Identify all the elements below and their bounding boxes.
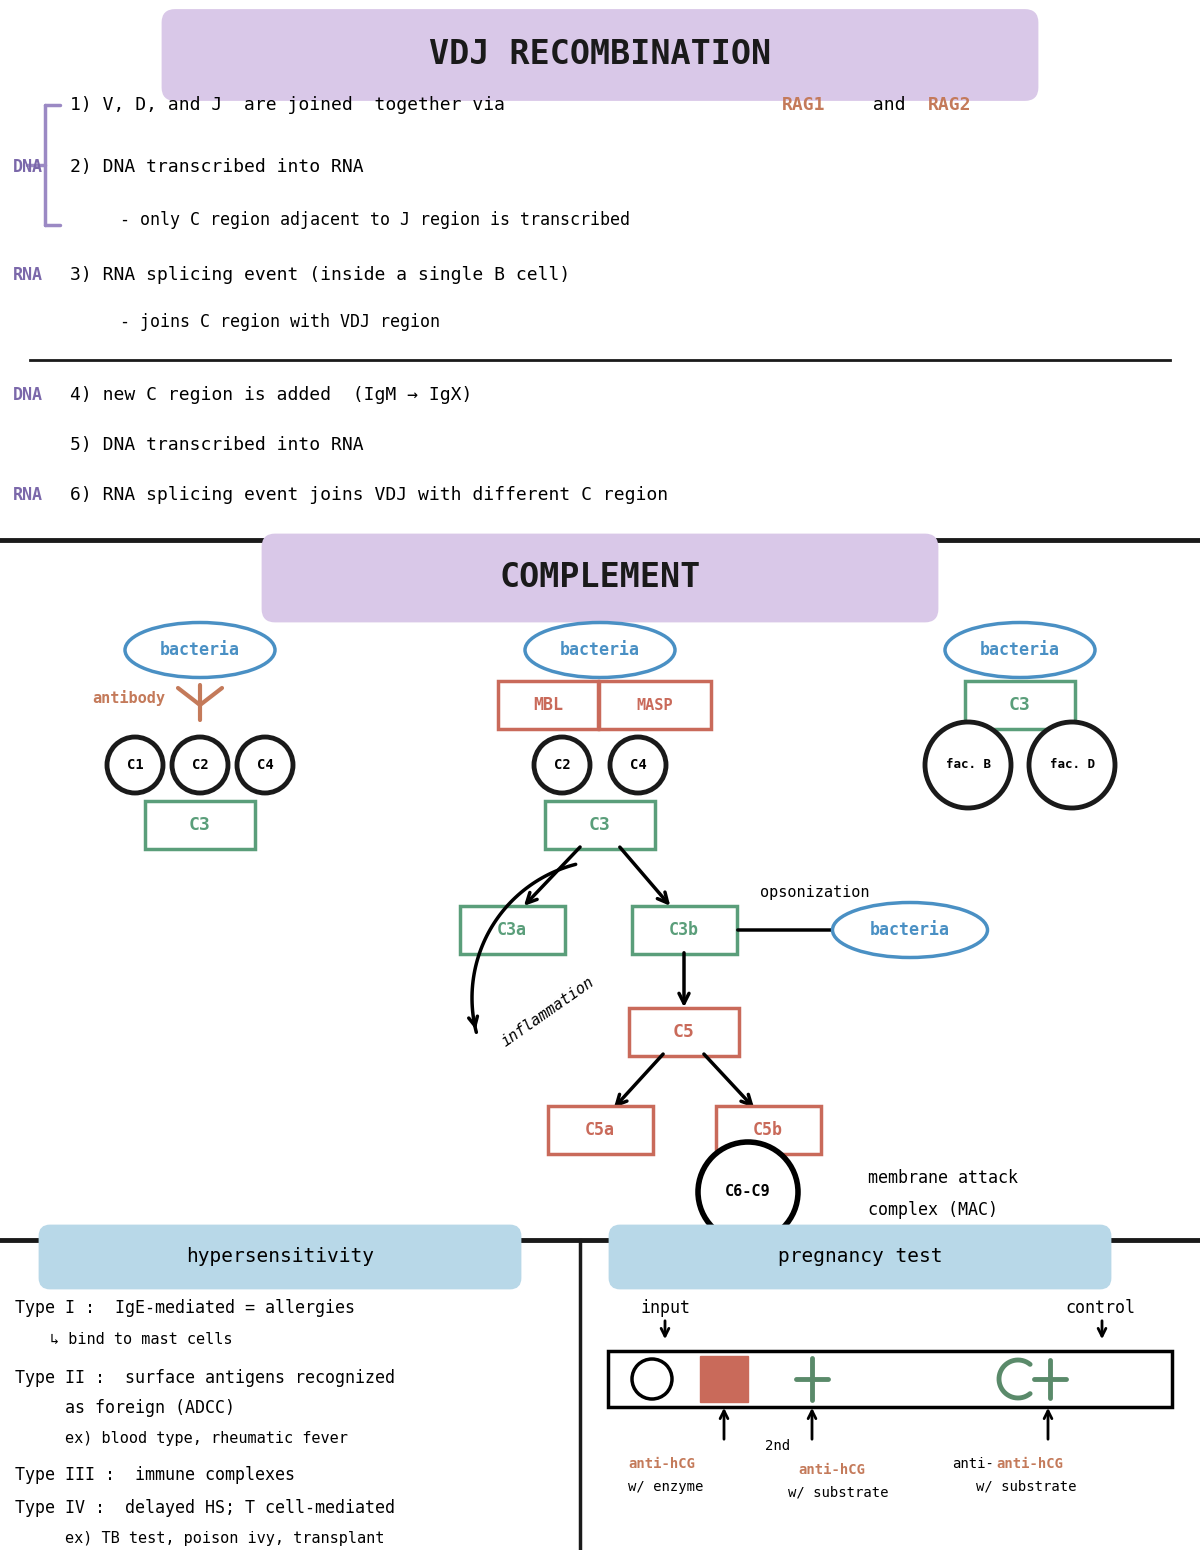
FancyBboxPatch shape: [545, 801, 655, 849]
Ellipse shape: [833, 902, 988, 958]
Text: hypersensitivity: hypersensitivity: [186, 1248, 374, 1266]
FancyBboxPatch shape: [599, 680, 710, 728]
Text: Type I :  IgE-mediated = allergies: Type I : IgE-mediated = allergies: [14, 1299, 355, 1317]
Circle shape: [172, 736, 228, 794]
Circle shape: [238, 736, 293, 794]
FancyBboxPatch shape: [610, 1226, 1110, 1288]
Text: fac. D: fac. D: [1050, 758, 1094, 772]
FancyBboxPatch shape: [715, 1107, 821, 1155]
Text: bacteria: bacteria: [560, 642, 640, 659]
Text: - joins C region with VDJ region: - joins C region with VDJ region: [120, 313, 440, 332]
Circle shape: [698, 1142, 798, 1242]
FancyBboxPatch shape: [263, 535, 937, 622]
Text: opsonization: opsonization: [761, 885, 870, 899]
Text: MBL: MBL: [533, 696, 563, 715]
Text: anti-hCG: anti-hCG: [798, 1463, 865, 1477]
Text: C4: C4: [257, 758, 274, 772]
Text: 2) DNA transcribed into RNA: 2) DNA transcribed into RNA: [70, 158, 364, 177]
Text: C3: C3: [1009, 696, 1031, 715]
FancyBboxPatch shape: [498, 680, 598, 728]
FancyBboxPatch shape: [547, 1107, 653, 1155]
Text: fac. B: fac. B: [946, 758, 990, 772]
Text: w/ enzyme: w/ enzyme: [628, 1480, 703, 1494]
FancyBboxPatch shape: [163, 11, 1037, 99]
Text: antibody: antibody: [92, 690, 166, 705]
Text: inflammation: inflammation: [499, 975, 598, 1049]
Circle shape: [925, 722, 1010, 808]
Circle shape: [1030, 722, 1115, 808]
Text: C5: C5: [673, 1023, 695, 1042]
Text: ex) blood type, rheumatic fever: ex) blood type, rheumatic fever: [65, 1431, 348, 1446]
FancyBboxPatch shape: [631, 907, 737, 953]
Text: anti-: anti-: [952, 1457, 994, 1471]
Text: C5a: C5a: [586, 1121, 616, 1139]
Text: VDJ RECOMBINATION: VDJ RECOMBINATION: [428, 39, 772, 71]
Text: Type III :  immune complexes: Type III : immune complexes: [14, 1466, 295, 1483]
Text: complex (MAC): complex (MAC): [868, 1201, 998, 1218]
FancyBboxPatch shape: [608, 1352, 1172, 1407]
Text: - only C region adjacent to J region is transcribed: - only C region adjacent to J region is …: [120, 211, 630, 229]
Text: bacteria: bacteria: [870, 921, 950, 939]
Text: and: and: [862, 96, 917, 115]
Text: DNA: DNA: [13, 386, 43, 405]
Text: w/ substrate: w/ substrate: [788, 1486, 888, 1500]
Text: bacteria: bacteria: [980, 642, 1060, 659]
Text: C4: C4: [630, 758, 647, 772]
Text: RNA: RNA: [13, 267, 43, 284]
Text: RNA: RNA: [13, 487, 43, 504]
Ellipse shape: [946, 623, 1096, 677]
Text: Type IV :  delayed HS; T cell-mediated: Type IV : delayed HS; T cell-mediated: [14, 1499, 395, 1517]
Text: 5) DNA transcribed into RNA: 5) DNA transcribed into RNA: [70, 436, 364, 454]
Text: C2: C2: [192, 758, 209, 772]
Circle shape: [632, 1359, 672, 1400]
FancyBboxPatch shape: [145, 801, 254, 849]
Text: DNA: DNA: [13, 158, 43, 177]
FancyBboxPatch shape: [700, 1356, 748, 1403]
FancyBboxPatch shape: [965, 680, 1075, 728]
Ellipse shape: [125, 623, 275, 677]
Text: RAG2: RAG2: [928, 96, 972, 115]
Text: C5b: C5b: [754, 1121, 784, 1139]
Text: C3a: C3a: [497, 921, 527, 939]
FancyBboxPatch shape: [629, 1008, 739, 1056]
Text: input: input: [640, 1299, 690, 1317]
Text: 3) RNA splicing event (inside a single B cell): 3) RNA splicing event (inside a single B…: [70, 267, 570, 284]
Text: 1) V, D, and J  are joined  together via: 1) V, D, and J are joined together via: [70, 96, 516, 115]
Text: anti-hCG: anti-hCG: [996, 1457, 1063, 1471]
Ellipse shape: [526, 623, 674, 677]
Text: membrane attack: membrane attack: [868, 1169, 1018, 1187]
Text: C3: C3: [589, 815, 611, 834]
Text: C2: C2: [553, 758, 570, 772]
Text: ex) TB test, poison ivy, transplant: ex) TB test, poison ivy, transplant: [65, 1530, 384, 1545]
Circle shape: [534, 736, 590, 794]
Text: C1: C1: [127, 758, 143, 772]
Text: C3b: C3b: [670, 921, 698, 939]
FancyBboxPatch shape: [460, 907, 564, 953]
Circle shape: [610, 736, 666, 794]
Text: control: control: [1066, 1299, 1135, 1317]
Text: Type II :  surface antigens recognized: Type II : surface antigens recognized: [14, 1369, 395, 1387]
Text: anti-hCG: anti-hCG: [628, 1457, 695, 1471]
Text: ↳ bind to mast cells: ↳ bind to mast cells: [50, 1333, 233, 1347]
Text: 2nd: 2nd: [766, 1438, 790, 1452]
Text: pregnancy test: pregnancy test: [778, 1248, 942, 1266]
Text: RAG1: RAG1: [782, 96, 826, 115]
Text: w/ substrate: w/ substrate: [976, 1480, 1076, 1494]
Text: C6-C9: C6-C9: [725, 1184, 770, 1200]
Text: bacteria: bacteria: [160, 642, 240, 659]
Text: COMPLEMENT: COMPLEMENT: [499, 561, 701, 595]
Text: as foreign (ADCC): as foreign (ADCC): [65, 1400, 235, 1417]
Text: 6) RNA splicing event joins VDJ with different C region: 6) RNA splicing event joins VDJ with dif…: [70, 487, 668, 504]
FancyBboxPatch shape: [40, 1226, 520, 1288]
Text: MASP: MASP: [637, 698, 673, 713]
Text: C3: C3: [190, 815, 211, 834]
Text: 4) new C region is added  (IgM → IgX): 4) new C region is added (IgM → IgX): [70, 386, 473, 405]
Circle shape: [107, 736, 163, 794]
